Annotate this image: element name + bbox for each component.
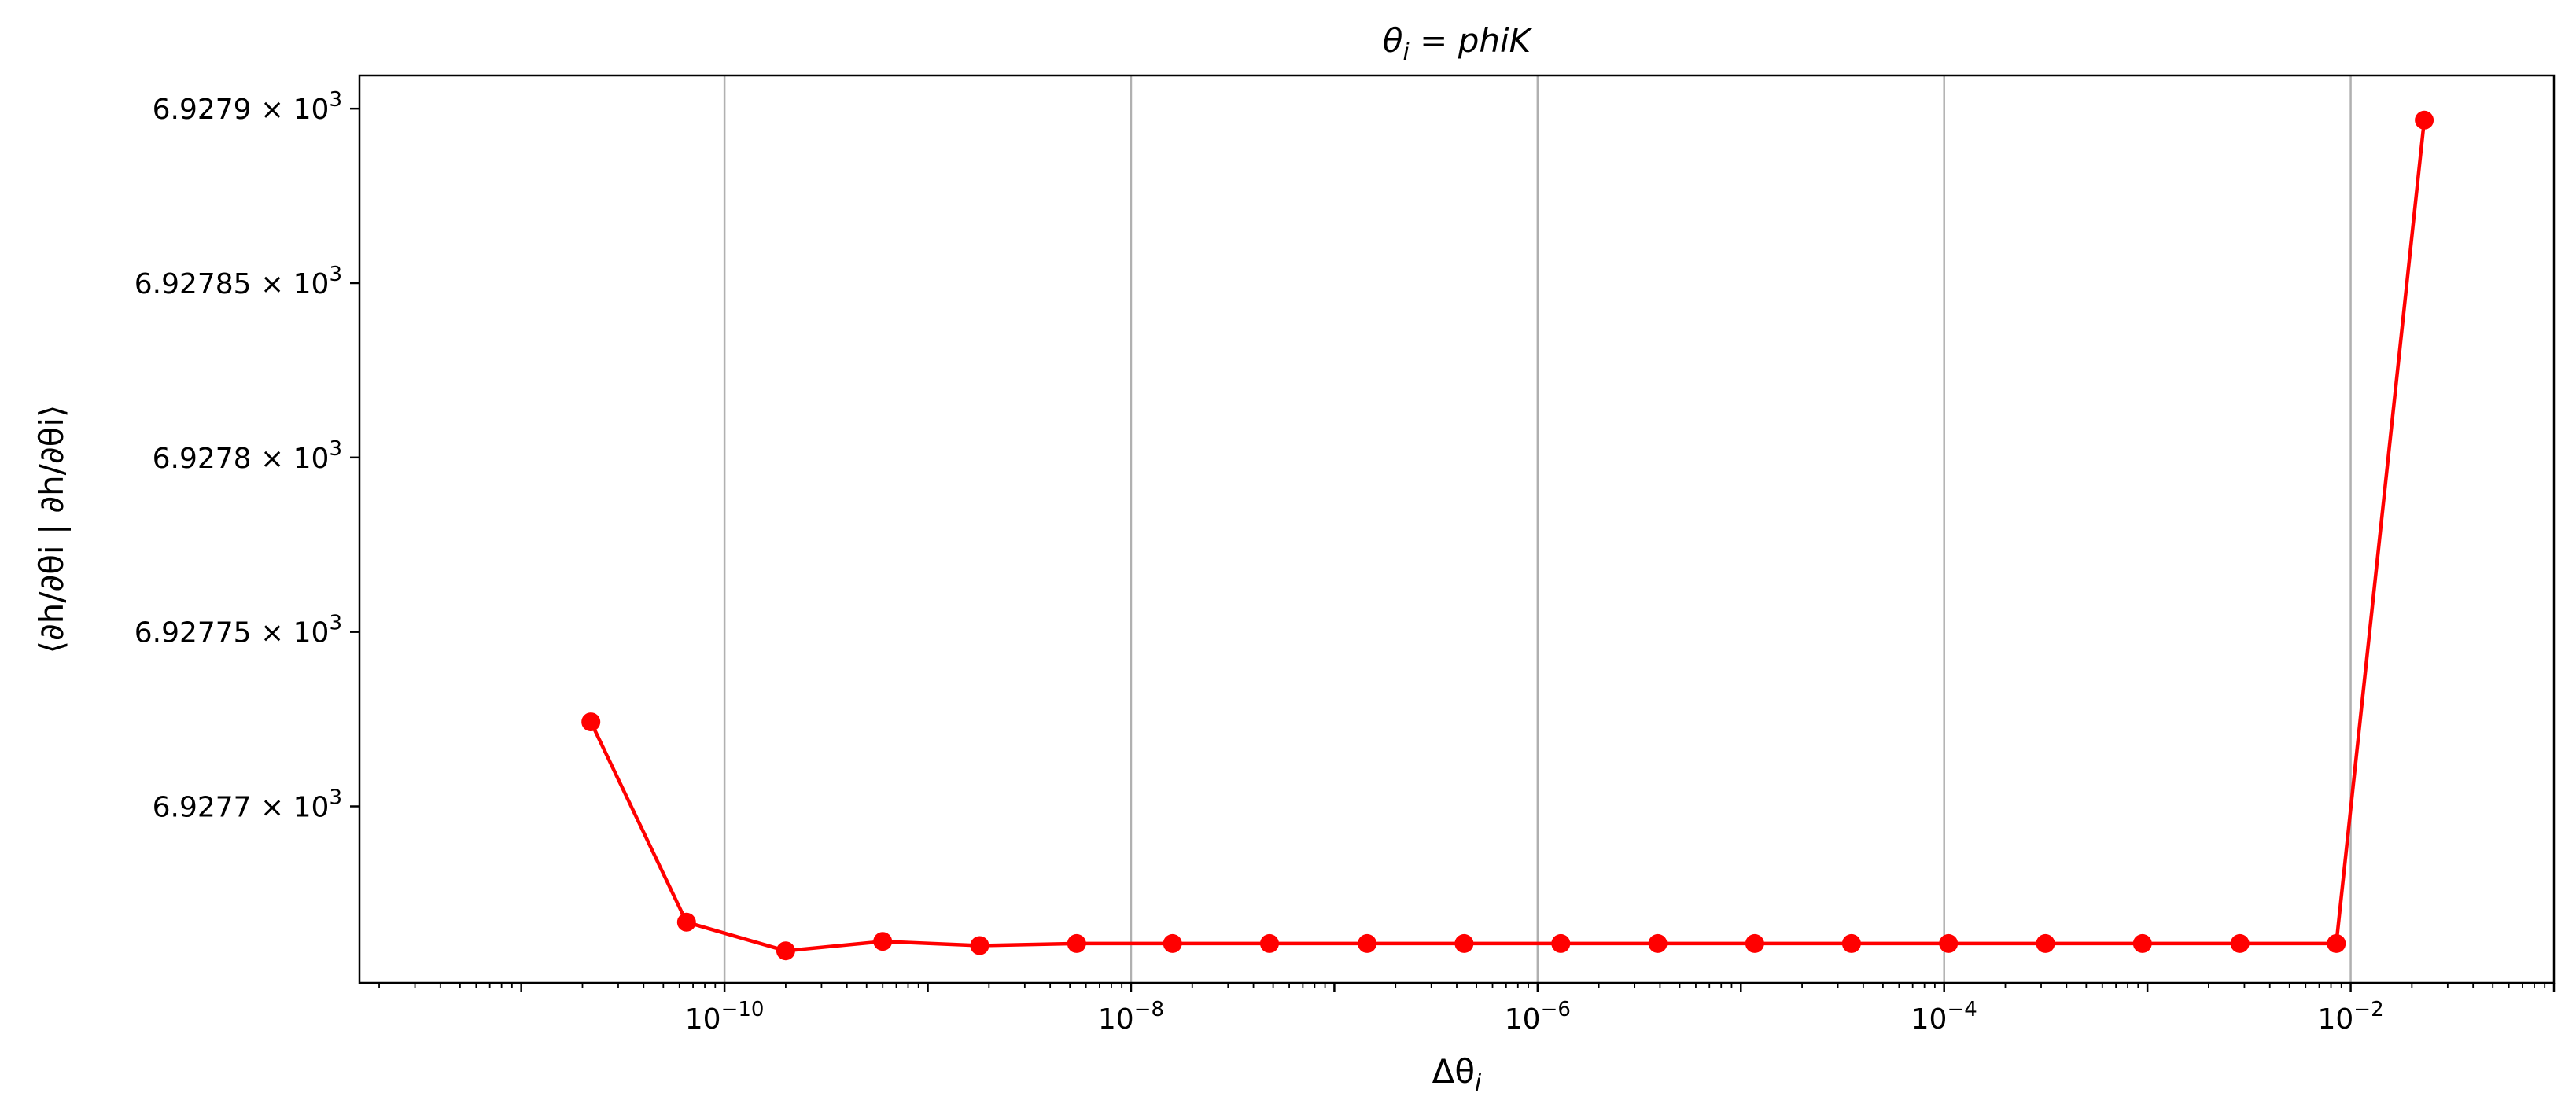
data-point-17 [2230, 933, 2250, 953]
data-point-7 [1260, 933, 1279, 953]
data-point-9 [1454, 933, 1474, 953]
x-tick-label-2: 10−6 [1505, 998, 1571, 1036]
series-line-0 [589, 120, 2427, 953]
x-tick-label-1: 10−8 [1098, 998, 1164, 1036]
x-axis-title: Δθi [1432, 1052, 1482, 1097]
data-point-6 [1163, 933, 1182, 953]
data-point-8 [1358, 933, 1377, 953]
data-point-19 [2415, 110, 2434, 130]
data-point-4 [970, 936, 989, 955]
data-point-16 [2132, 933, 2152, 953]
x-tick-label-4: 10−2 [2317, 998, 2383, 1036]
data-point-18 [2327, 933, 2346, 953]
axis-ticks [350, 107, 2556, 992]
y-tick-label-2: 6.9278 × 103 [153, 437, 342, 475]
data-point-1 [676, 912, 696, 932]
data-point-13 [1841, 933, 1861, 953]
data-point-15 [2036, 933, 2055, 953]
data-point-5 [1067, 933, 1086, 953]
y-tick-label-4: 6.9279 × 103 [153, 88, 342, 126]
x-grid [723, 75, 2352, 983]
y-tick-label-1: 6.92775 × 103 [135, 612, 342, 649]
y-axis-title: ⟨∂h/∂θi | ∂h/∂θi⟩ [32, 405, 71, 654]
data-point-14 [1939, 933, 1959, 953]
data-point-0 [581, 712, 601, 732]
data-point-12 [1745, 933, 1764, 953]
data-point-3 [873, 932, 893, 951]
data-point-2 [776, 941, 795, 961]
y-tick-label-3: 6.92785 × 103 [135, 263, 342, 300]
x-tick-label-3: 10−4 [1911, 998, 1977, 1036]
data-point-layer [581, 110, 2434, 961]
chart-title: θi = phiK [1383, 21, 1534, 66]
data-point-10 [1551, 933, 1571, 953]
series-line-layer [589, 120, 2427, 953]
x-tick-label-0: 10−10 [685, 998, 765, 1036]
data-point-11 [1648, 933, 1668, 953]
y-tick-label-0: 6.9277 × 103 [153, 786, 342, 824]
